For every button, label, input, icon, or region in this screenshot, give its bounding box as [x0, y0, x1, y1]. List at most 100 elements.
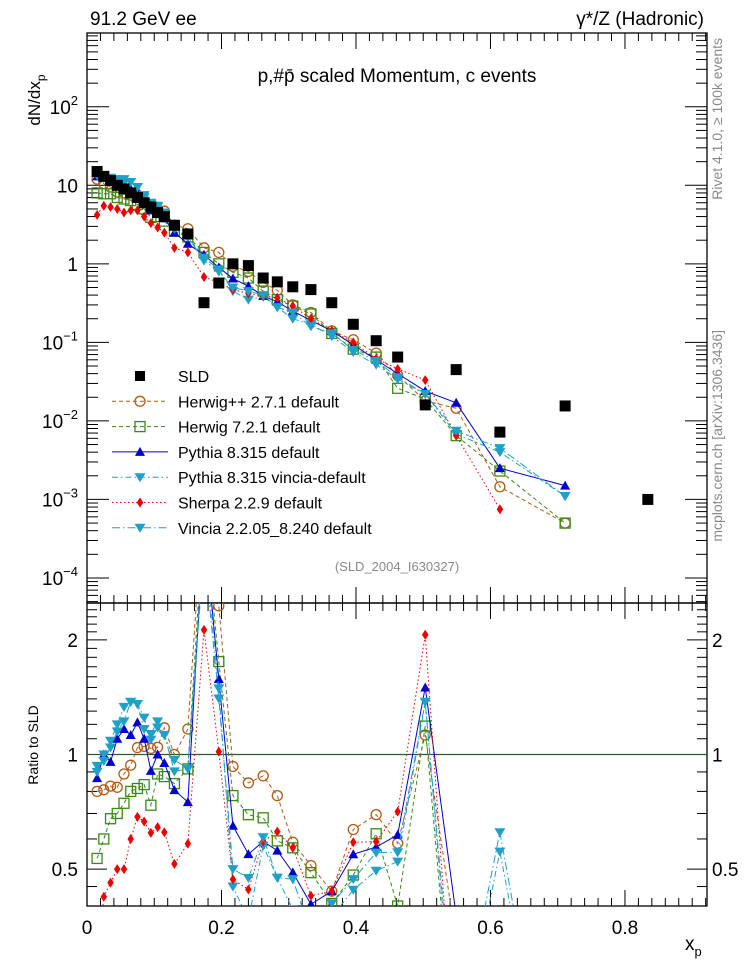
ratio-point-sherpa [200, 624, 208, 635]
data-point-sherpa [147, 218, 155, 229]
data-point-vincia [419, 390, 431, 400]
x-tick-label: 0.6 [477, 918, 503, 939]
ratio-series-sherpa [100, 624, 445, 906]
ratio-point-pythia [169, 785, 180, 795]
ratio-point-pythia [287, 867, 298, 877]
data-point-sld [105, 175, 117, 187]
ratio-point-herwigpp [242, 777, 255, 789]
ratio-point-vincia8 [118, 702, 130, 712]
data-point-vincia [242, 287, 254, 297]
ratio-point-vincia8 [326, 913, 337, 922]
ratio-point-vincia [158, 731, 170, 741]
series-sld [91, 165, 654, 505]
ratio-point-pythia [112, 733, 123, 743]
data-point-sld [152, 207, 164, 219]
data-point-vincia [271, 303, 283, 313]
ratio-point-sherpa [215, 746, 223, 757]
data-point-vincia [347, 345, 359, 355]
ratio-point-vincia8 [305, 919, 316, 928]
ratio-point-sherpa [229, 874, 237, 885]
data-point-sld [370, 335, 382, 347]
ratio-point-vincia [347, 875, 359, 885]
data-point-sld [98, 170, 110, 182]
ratio-point-herwigpp [125, 759, 137, 771]
data-point-sld [450, 364, 462, 376]
data-point-sherpa [100, 200, 108, 211]
ratio-point-vincia [199, 546, 210, 555]
data-point-vincia [494, 444, 506, 454]
header-energy: 91.2 GeV ee [90, 9, 197, 30]
ratio-point-pythia [145, 765, 156, 775]
ratio-point-pythia [348, 849, 359, 859]
ratio-line-sherpa [102, 629, 445, 906]
ratio-point-vincia8 [347, 885, 359, 895]
ratio-point-herwig7 [118, 797, 130, 809]
ratio-point-vincia [168, 755, 180, 765]
ratio-point-herwig7 [495, 938, 505, 948]
series-line-sherpa [96, 205, 501, 510]
ratio-point-herwigpp [347, 823, 359, 836]
ratio-point-vincia [287, 875, 299, 885]
ratio-point-pythia [182, 797, 193, 807]
data-point-sld [227, 258, 239, 270]
ratio-point-vincia [271, 873, 283, 883]
ratio-point-herwig7 [125, 785, 137, 798]
data-point-sld [257, 272, 269, 284]
ratio-point-vincia [419, 697, 431, 707]
ratio-point-vincia8 [370, 866, 382, 876]
ratio-point-vincia8 [138, 725, 150, 735]
ratio-point-herwigpp [271, 790, 283, 802]
ratio-point-sherpa [107, 877, 114, 888]
ratio-point-pythia [243, 849, 254, 859]
data-point-vincia [559, 492, 571, 502]
ratio-point-pythia [92, 773, 103, 783]
ratio-point-vincia [105, 743, 117, 753]
legend-label: Herwig 7.2.1 default [178, 420, 321, 437]
ratio-point-herwigpp [370, 808, 382, 821]
data-point-herwig7 [91, 187, 103, 199]
plot-title: p,#p̄ scaled Momentum, c events [258, 66, 537, 87]
data-point-sld [305, 284, 317, 296]
ratio-point-pythia [272, 845, 283, 855]
ratio-point-sherpa [274, 826, 281, 837]
data-point-sld [138, 197, 150, 209]
ratio-point-sherpa [127, 833, 134, 844]
data-point-pythia [560, 480, 571, 490]
ratio-point-herwigpp [98, 784, 110, 796]
ratio-point-sherpa [171, 858, 178, 869]
legend-marker-herwigpp [134, 395, 146, 407]
data-point-herwig7 [104, 188, 117, 200]
ratio-point-herwig7 [91, 852, 103, 865]
ratio-point-herwig7 [213, 655, 225, 668]
data-point-sld [118, 183, 130, 195]
data-point-sherpa [154, 222, 161, 233]
ratio-point-herwigpp [227, 760, 239, 773]
ratio-series-vincia [91, 546, 514, 906]
x-tick-label: 0 [82, 918, 93, 939]
ratio-point-sherpa [184, 838, 192, 849]
y-tick-label-ratio-right: 1 [712, 746, 723, 767]
legend-marker-sld [135, 371, 145, 381]
data-point-sherpa [421, 375, 429, 386]
ratio-point-sherpa [421, 629, 429, 640]
ratio-point-pythia [213, 673, 224, 683]
rivet-label: Rivet 4.1.0, ≥ 100k events [709, 38, 725, 200]
ratio-point-sherpa [307, 890, 315, 901]
data-point-vincia [257, 291, 269, 301]
data-point-sld [494, 426, 506, 438]
y-tick-label-main: 102 [50, 93, 78, 119]
ratio-point-sherpa [328, 886, 336, 897]
y-tick-label-ratio: 1 [67, 746, 78, 767]
data-point-sld [145, 201, 157, 213]
y-tick-label-main: 10−2 [42, 407, 78, 433]
header-process: γ*/Z (Hadronic) [576, 9, 704, 30]
data-point-sld [125, 187, 137, 199]
data-point-vincia [287, 308, 299, 318]
ratio-point-sherpa [372, 836, 380, 847]
ratio-point-sherpa [140, 816, 148, 827]
x-tick-label: 0.8 [612, 918, 638, 939]
mcplots-label: mcplots.cern.ch [arXiv:1306.3436] [709, 330, 725, 542]
ratio-point-herwig7 [227, 789, 239, 802]
data-point-vincia [213, 267, 225, 277]
data-point-herwig7 [559, 517, 571, 529]
